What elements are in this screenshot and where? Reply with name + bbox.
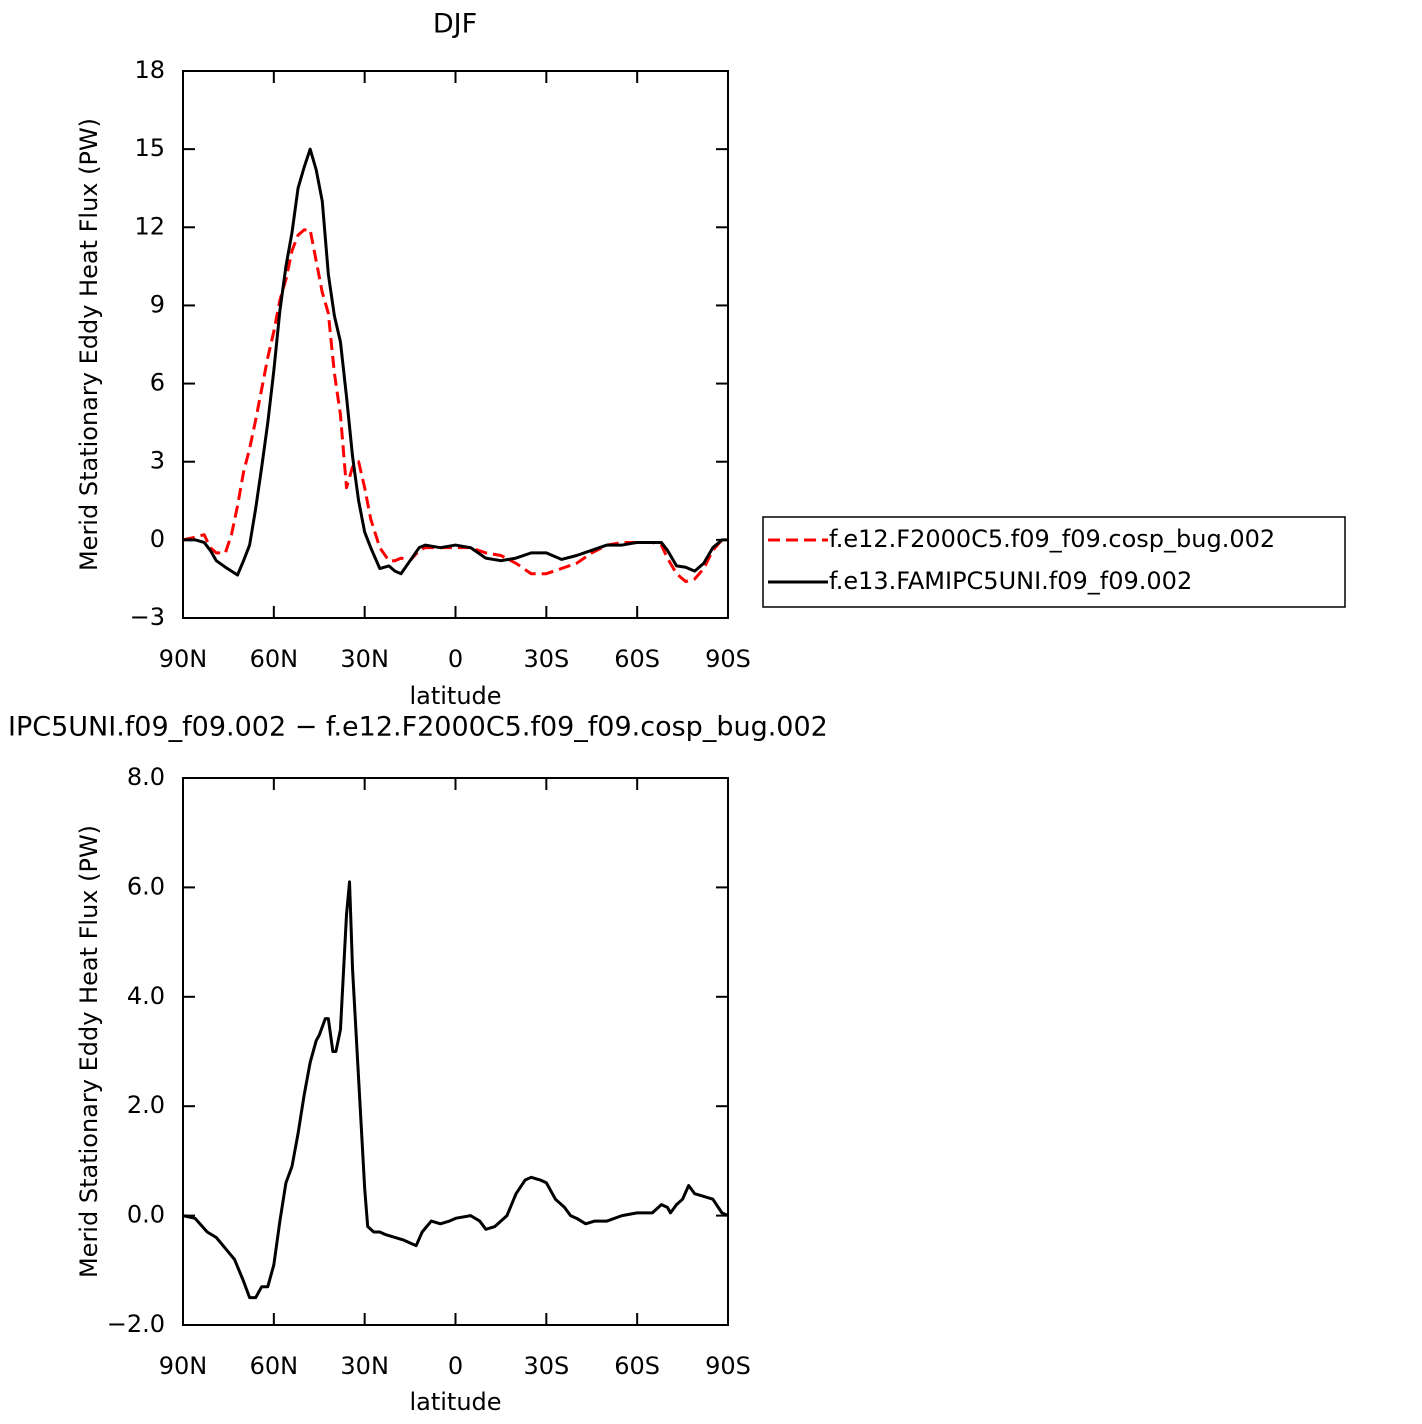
y-tick-label: 18 — [134, 56, 165, 84]
x-axis-label: latitude — [409, 1388, 501, 1416]
x-tick-label: 0 — [448, 645, 463, 673]
y-tick-label: 2.0 — [127, 1091, 165, 1119]
x-tick-label: 30S — [523, 645, 569, 673]
chart-title: IPC5UNI.f09_f09.002 − f.e12.F2000C5.f09_… — [8, 712, 828, 743]
y-tick-label: 3 — [150, 447, 165, 475]
y-tick-label: 12 — [134, 212, 165, 240]
legend-label: f.e12.F2000C5.f09_f09.cosp_bug.002 — [829, 525, 1275, 553]
data-line — [182, 880, 729, 1300]
y-tick-label: 6.0 — [127, 872, 165, 900]
x-tick-label: 30N — [340, 1352, 389, 1380]
y-axis-label: Merid Stationary Eddy Heat Flux (PW) — [75, 825, 103, 1278]
x-tick-label: 60S — [614, 1352, 660, 1380]
y-tick-label: 15 — [134, 134, 165, 162]
y-tick-label: 0.0 — [127, 1201, 165, 1229]
y-tick-label: −3 — [130, 603, 165, 631]
legend-box — [762, 516, 1346, 608]
chart-title: DJF — [433, 9, 477, 40]
y-tick-label: 9 — [150, 290, 165, 318]
x-tick-label: 90N — [159, 645, 208, 673]
data-line — [183, 147, 728, 577]
y-tick-label: −2.0 — [107, 1310, 165, 1338]
x-tick-label: 60S — [614, 645, 660, 673]
plot-frame — [182, 777, 729, 1326]
x-tick-label: 30S — [523, 1352, 569, 1380]
x-tick-label: 90S — [705, 1352, 751, 1380]
x-tick-label: 90S — [705, 645, 751, 673]
x-axis-label: latitude — [409, 682, 501, 710]
y-tick-label: 8.0 — [127, 763, 165, 791]
x-tick-label: 60N — [250, 645, 299, 673]
y-axis-label: Merid Stationary Eddy Heat Flux (PW) — [75, 118, 103, 571]
y-tick-label: 4.0 — [127, 982, 165, 1010]
legend-label: f.e13.FAMIPC5UNI.f09_f09.002 — [829, 567, 1192, 595]
x-tick-label: 30N — [340, 645, 389, 673]
y-tick-label: 6 — [150, 369, 165, 397]
y-tick-label: 0 — [150, 525, 165, 553]
plot-frame — [182, 70, 729, 619]
x-tick-label: 90N — [159, 1352, 208, 1380]
x-tick-label: 0 — [448, 1352, 463, 1380]
data-line — [182, 228, 728, 584]
x-tick-label: 60N — [250, 1352, 299, 1380]
